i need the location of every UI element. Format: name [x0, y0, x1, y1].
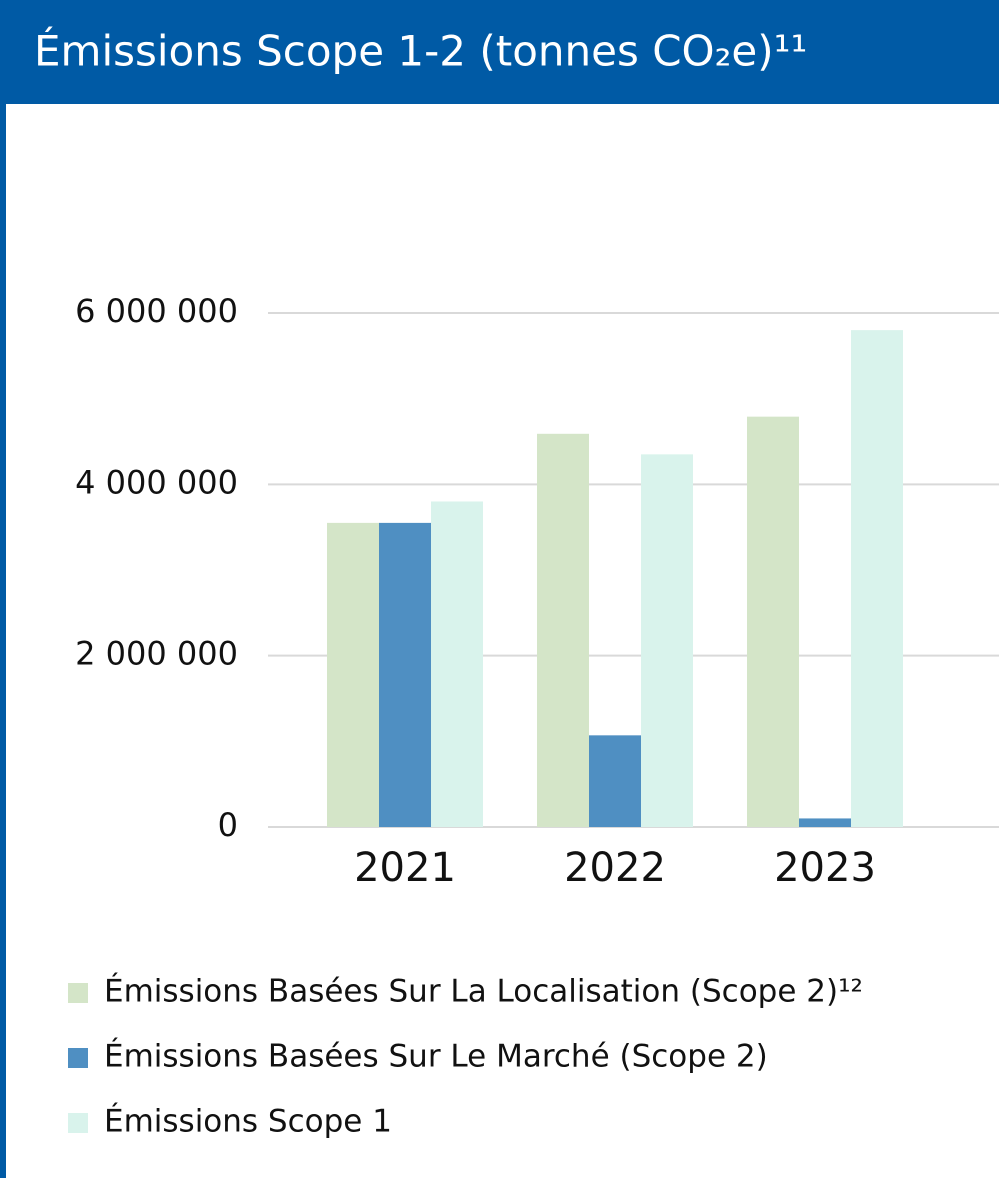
legend-label: Émissions Scope 1 [104, 1104, 392, 1140]
legend-swatch [68, 1113, 88, 1133]
bar [379, 522, 431, 827]
legend-label: Émissions Basées Sur La Localisation (Sc… [104, 974, 863, 1010]
bar [431, 501, 483, 827]
y-tick-label: 0 [218, 806, 238, 844]
bar [747, 416, 799, 827]
legend-swatch [68, 1048, 88, 1068]
header [0, 0, 999, 104]
left-border [0, 104, 6, 1178]
bar [589, 735, 641, 827]
bar [327, 522, 379, 827]
legend-swatch [68, 983, 88, 1003]
x-tick-label: 2022 [564, 845, 666, 891]
chart-title: Émissions Scope 1-2 (tonnes CO₂e)¹¹ [34, 26, 807, 76]
y-tick-label: 6 000 000 [75, 292, 238, 330]
y-tick-label: 4 000 000 [75, 463, 238, 501]
legend-label: Émissions Basées Sur Le Marché (Scope 2) [104, 1039, 768, 1075]
x-tick-label: 2023 [774, 845, 876, 891]
bar [799, 818, 851, 827]
bar [537, 433, 589, 827]
y-tick-label: 2 000 000 [75, 635, 238, 673]
x-tick-label: 2021 [354, 845, 456, 891]
bar [851, 330, 903, 827]
bar [641, 454, 693, 827]
